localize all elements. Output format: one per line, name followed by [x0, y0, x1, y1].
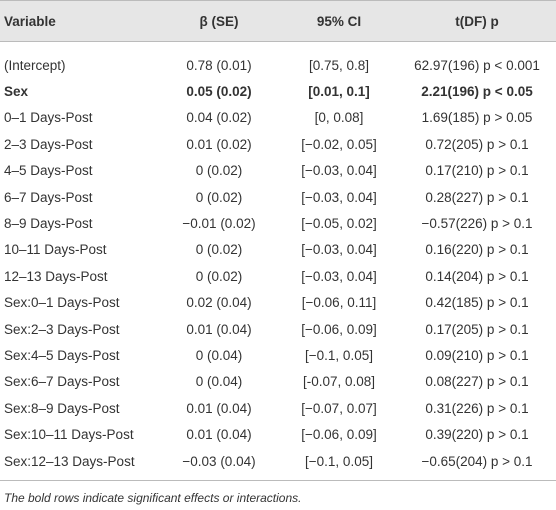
- table-cell: 0.02 (0.04): [186, 295, 252, 311]
- table-cell: [-0.07, 0.08]: [302, 374, 376, 390]
- table-cell: Sex: [4, 84, 29, 100]
- table-row: 4–5 Days-Post 0 (0.02) [−0.03, 0.04] 0.17(2…: [0, 158, 556, 184]
- table-cell: 10–11 Days-Post: [4, 242, 107, 258]
- column-header: β (SE): [158, 0, 280, 42]
- table-cell: Sex:8–9 Days-Post: [4, 400, 120, 416]
- table-cell: 2–3 Days-Post: [4, 136, 93, 152]
- table-cell: [−0.03, 0.04]: [301, 163, 377, 179]
- table-cell: −0.01 (0.02): [182, 216, 256, 232]
- results-table: Variable β (SE) 95% CI t(DF) p (Intercept) 0…: [0, 0, 556, 482]
- column-header: 95% CI: [280, 0, 398, 42]
- table-cell: −0.57(226) p > 0.1: [421, 216, 533, 232]
- table-row: Sex:12–13 Days-Post −0.03 (0.04) [−0.1, 0.…: [0, 447, 556, 482]
- table-row: 0–1 Days-Post 0.04 (0.02) [0, 0.08] 1.69(18…: [0, 105, 556, 131]
- table-row: Sex:8–9 Days-Post 0.01 (0.04) [−0.07, 0.07…: [0, 395, 556, 421]
- table-row: Sex:4–5 Days-Post 0 (0.04) [−0.1, 0.05] 0.0…: [0, 342, 556, 368]
- table-cell: 0.01 (0.04): [186, 427, 252, 443]
- table-row: Sex:6–7 Days-Post 0 (0.04) [-0.07, 0.08] 0.…: [0, 369, 556, 395]
- table-row: (Intercept) 0.78 (0.01) [0.75, 0.8] 62.97(1…: [0, 42, 556, 79]
- table-cell: 0 (0.02): [195, 268, 243, 284]
- column-header: Variable: [0, 0, 158, 42]
- table-cell: Sex:2–3 Days-Post: [4, 321, 120, 337]
- table-cell: 0–1 Days-Post: [4, 110, 93, 126]
- table-cell: 0 (0.04): [195, 347, 243, 363]
- table-row: 8–9 Days-Post −0.01 (0.02) [−0.05, 0.02] −0…: [0, 210, 556, 236]
- table-cell: [−0.03, 0.04]: [301, 189, 377, 205]
- table-cell: −0.65(204) p > 0.1: [398, 447, 556, 482]
- table-row: Sex:10–11 Days-Post 0.01 (0.04) [−0.06, 0.…: [0, 421, 556, 447]
- table-cell: 0.42(185) p > 0.1: [425, 295, 529, 311]
- table-cell: Sex:0–1 Days-Post: [4, 295, 120, 311]
- table-cell: 0.78 (0.01): [186, 57, 252, 73]
- table-cell: [−0.1, 0.05]: [280, 447, 398, 482]
- table-cell: [−0.06, 0.09]: [301, 427, 377, 443]
- table-cell: 2.21(196) p < 0.05: [421, 84, 533, 100]
- table-cell: 0.28(227) p > 0.1: [425, 189, 529, 205]
- table-cell: [0.01, 0.1]: [308, 84, 370, 100]
- table-cell: 0.01 (0.04): [186, 400, 252, 416]
- table-cell: 0.72(205) p > 0.1: [425, 136, 529, 152]
- table-cell: 0 (0.02): [195, 189, 243, 205]
- table-row: 12–13 Days-Post 0 (0.02) [−0.03, 0.04] 0.14…: [0, 263, 556, 289]
- table-cell: Sex:6–7 Days-Post: [4, 374, 120, 390]
- table-cell: [−0.03, 0.04]: [301, 268, 377, 284]
- table-cell: [−0.06, 0.09]: [301, 321, 377, 337]
- table-cell: 0.01 (0.02): [186, 136, 252, 152]
- table-cell: 12–13 Days-Post: [4, 268, 108, 284]
- table-cell: [−0.1, 0.05]: [305, 347, 373, 363]
- table-cell: 0.16(220) p > 0.1: [425, 242, 529, 258]
- table-cell: [−0.05, 0.02]: [301, 216, 377, 232]
- table-cell: 0.01 (0.04): [186, 321, 252, 337]
- table-cell: [−0.06, 0.11]: [301, 295, 377, 311]
- table-cell: 0.14(204) p > 0.1: [425, 268, 529, 284]
- table-cell: 8–9 Days-Post: [4, 216, 93, 232]
- table-body: (Intercept) 0.78 (0.01) [0.75, 0.8] 62.97(1…: [0, 42, 556, 482]
- table-cell: [0, 0.08]: [314, 110, 364, 126]
- column-header: t(DF) p: [398, 0, 556, 42]
- table-cell: 0 (0.02): [195, 163, 243, 179]
- table-cell: Sex:12–13 Days-Post: [0, 447, 158, 482]
- table-cell: [−0.07, 0.07]: [301, 400, 377, 416]
- table-cell: 6–7 Days-Post: [4, 189, 93, 205]
- table-row: 6–7 Days-Post 0 (0.02) [−0.03, 0.04] 0.28(2…: [0, 184, 556, 210]
- table-cell: −0.03 (0.04): [158, 447, 280, 482]
- table-cell: 0.09(210) p > 0.1: [425, 347, 529, 363]
- table-cell: 0.08(227) p > 0.1: [425, 374, 529, 390]
- table-cell: Sex:10–11 Days-Post: [4, 427, 134, 443]
- header-row: Variable β (SE) 95% CI t(DF) p: [0, 0, 556, 42]
- table-cell: 0.31(226) p > 0.1: [425, 400, 529, 416]
- table-cell: 1.69(185) p > 0.05: [421, 110, 533, 126]
- table-cell: [0.75, 0.8]: [308, 57, 370, 73]
- table-cell: Sex:4–5 Days-Post: [4, 347, 120, 363]
- table-cell: 0 (0.02): [195, 242, 243, 258]
- table-row: 10–11 Days-Post 0 (0.02) [−0.03, 0.04] 0.16…: [0, 237, 556, 263]
- table-cell: 62.97(196) p < 0.001: [414, 57, 540, 73]
- table-row: Sex 0.05 (0.02) [0.01, 0.1] 2.21(196) p < 0…: [0, 78, 556, 104]
- table-cell: [−0.02, 0.05]: [301, 136, 377, 152]
- table-cell: (Intercept): [4, 57, 66, 73]
- table-cell: 0.05 (0.02): [186, 84, 252, 100]
- table-row: Sex:0–1 Days-Post 0.02 (0.04) [−0.06, 0.11…: [0, 290, 556, 316]
- table-cell: 0.04 (0.02): [186, 110, 252, 126]
- table-cell: 0.39(220) p > 0.1: [425, 427, 529, 443]
- table-row: 2–3 Days-Post 0.01 (0.02) [−0.02, 0.05] 0.7…: [0, 131, 556, 157]
- table-cell: 0.17(205) p > 0.1: [425, 321, 529, 337]
- footnote: The bold rows indicate significant effec…: [4, 491, 302, 506]
- table-cell: 0 (0.04): [195, 374, 243, 390]
- table-cell: 4–5 Days-Post: [4, 163, 93, 179]
- table-cell: [−0.03, 0.04]: [301, 242, 377, 258]
- table-row: Sex:2–3 Days-Post 0.01 (0.04) [−0.06, 0.09…: [0, 316, 556, 342]
- table-cell: 0.17(210) p > 0.1: [425, 163, 529, 179]
